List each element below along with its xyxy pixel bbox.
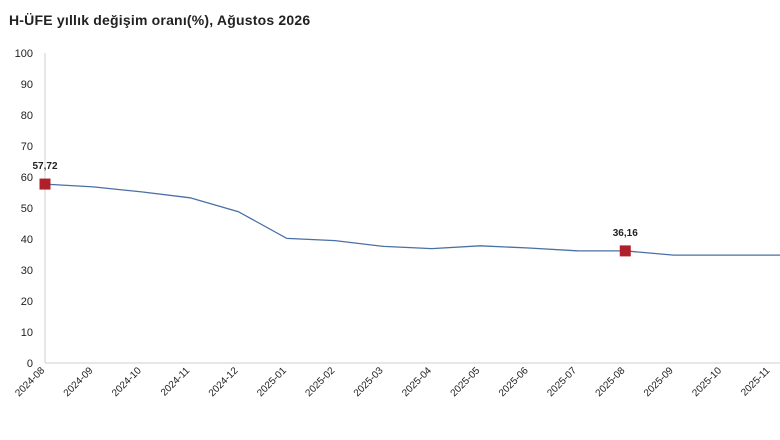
x-tick-label: 2025-01 [255, 365, 289, 399]
x-axis: 2024-08 2024-09 2024-10 2024-11 2024-12 2025-… [13, 362, 780, 399]
series-line [44, 183, 780, 256]
x-tick-label: 2025-09 [642, 365, 676, 399]
series-group [44, 183, 780, 256]
x-tick-label: 2025-11 [739, 365, 773, 399]
y-tick-label: 40 [21, 234, 33, 246]
data-label: 36,16 [613, 228, 638, 239]
x-tick-label: 2025-05 [449, 365, 483, 399]
x-tick-label: 2024-10 [110, 365, 144, 399]
chart-title: H-ÜFE yıllık değişim oranı(%), Ağustos 2… [9, 12, 311, 28]
y-tick-label: 30 [21, 265, 33, 277]
x-tick-label: 2025-07 [545, 365, 579, 399]
y-tick-label: 80 [21, 110, 33, 122]
y-tick-label: 10 [21, 327, 33, 339]
y-tick-label: 60 [21, 172, 33, 184]
y-tick-label: 50 [21, 203, 33, 215]
y-axis: 0 10 20 30 40 50 60 70 80 90 100 [15, 48, 46, 370]
x-tick-label: 2025-08 [594, 365, 628, 399]
x-tick-label: 2025-03 [352, 365, 386, 399]
highlight-marker [619, 245, 631, 257]
x-tick-label: 2024-11 [159, 365, 193, 399]
x-tick-label: 2024-09 [62, 365, 96, 399]
x-tick-label: 2024-08 [13, 365, 47, 399]
x-tick-label: 2025-04 [400, 365, 434, 399]
data-label: 57,72 [32, 161, 57, 172]
x-tick-label: 2025-02 [304, 365, 338, 399]
markers-group: 57,72 36,16 [32, 161, 638, 257]
y-tick-label: 90 [21, 79, 33, 91]
x-tick-label: 2025-06 [497, 365, 531, 399]
x-tick-label: 2025-10 [690, 365, 724, 399]
y-tick-label: 70 [21, 141, 33, 153]
y-tick-label: 0 [27, 358, 33, 370]
highlight-marker [39, 178, 51, 190]
x-tick-label: 2024-12 [207, 365, 241, 399]
y-tick-label: 20 [21, 296, 33, 308]
y-tick-label: 100 [15, 48, 33, 60]
